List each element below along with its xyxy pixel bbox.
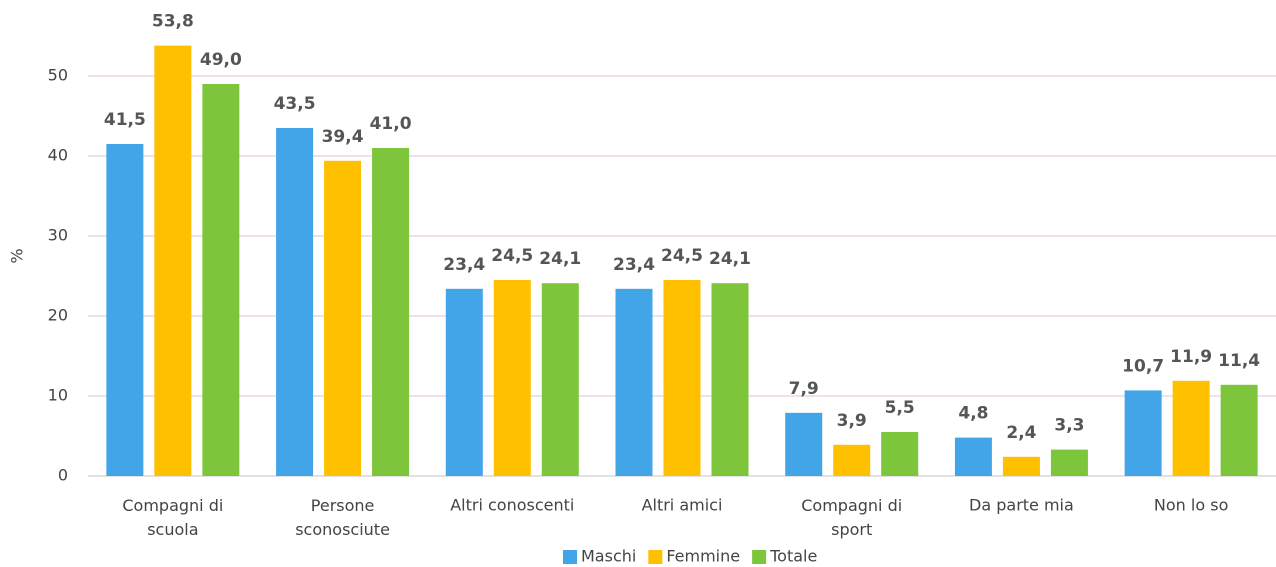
y-tick-label: 30 — [48, 226, 68, 245]
x-tick-label: Non lo so — [1154, 496, 1228, 515]
value-label: 2,4 — [1006, 423, 1036, 443]
bar — [493, 280, 531, 476]
value-label: 10,7 — [1122, 356, 1164, 376]
bar — [372, 148, 410, 476]
value-label: 39,4 — [322, 127, 364, 147]
value-label: 41,0 — [370, 114, 412, 134]
value-label: 4,8 — [958, 404, 988, 424]
legend-label: Totale — [769, 547, 817, 566]
bar — [785, 412, 823, 476]
bar — [106, 144, 144, 476]
x-tick-label: Compagni di scuola — [122, 496, 223, 539]
bar — [445, 288, 483, 476]
bar — [615, 288, 653, 476]
bar — [1002, 456, 1040, 476]
value-label: 24,5 — [661, 246, 703, 266]
value-label: 43,5 — [274, 94, 316, 114]
y-tick-label: 40 — [48, 146, 68, 165]
legend-label: Femmine — [666, 547, 740, 566]
legend-swatch — [563, 550, 577, 564]
bar — [154, 45, 192, 476]
x-tick-label: Altri conoscenti — [450, 496, 574, 515]
bar — [1124, 390, 1162, 476]
value-label: 41,5 — [104, 110, 146, 130]
legend-swatch — [648, 550, 663, 564]
value-label: 23,4 — [613, 255, 655, 275]
bar — [711, 283, 749, 476]
bar — [954, 437, 992, 476]
value-label: 24,1 — [539, 249, 581, 269]
value-label: 3,9 — [837, 411, 867, 431]
bar — [1220, 384, 1258, 476]
x-tick-label: Persone sconosciute — [295, 496, 390, 539]
value-label: 5,5 — [885, 398, 915, 418]
y-axis-label: % — [8, 248, 27, 263]
bar — [833, 444, 871, 476]
y-tick-label: 0 — [58, 466, 68, 485]
legend-swatch — [752, 550, 767, 564]
bar — [276, 128, 314, 476]
bar — [202, 84, 240, 476]
x-tick-label: Da parte mia — [969, 496, 1074, 515]
y-tick-label: 20 — [48, 306, 68, 325]
value-label: 11,4 — [1218, 351, 1260, 371]
bar — [1172, 380, 1210, 476]
value-label: 7,9 — [789, 379, 819, 399]
value-label: 3,3 — [1054, 416, 1084, 436]
value-label: 53,8 — [152, 12, 194, 32]
bar — [541, 283, 579, 476]
value-label: 49,0 — [200, 50, 242, 70]
value-label: 11,9 — [1170, 347, 1212, 367]
legend-label: Maschi — [581, 547, 636, 566]
value-label: 24,5 — [491, 246, 533, 266]
y-tick-label: 10 — [48, 386, 68, 405]
bar — [1050, 449, 1088, 476]
bar — [881, 432, 919, 476]
x-tick-label: Altri amici — [642, 496, 723, 515]
bar — [663, 280, 701, 476]
value-label: 24,1 — [709, 249, 751, 269]
y-tick-label: 50 — [48, 66, 68, 85]
value-label: 23,4 — [443, 255, 485, 275]
x-tick-label: Compagni di sport — [801, 496, 902, 539]
bar — [324, 160, 362, 477]
